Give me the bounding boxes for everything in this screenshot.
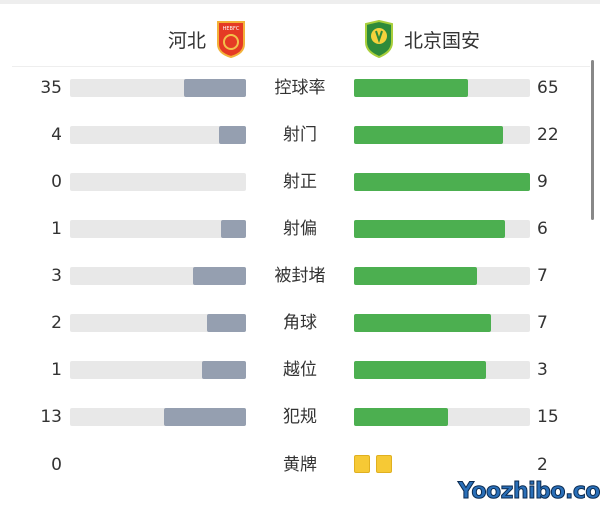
away-bar: [354, 314, 530, 332]
away-bar: [354, 126, 530, 144]
home-bar-fill: [164, 408, 246, 426]
home-value: 0: [51, 455, 62, 475]
watermark: Yoozhibo.com: [457, 479, 600, 505]
stat-label: 射正: [283, 172, 317, 192]
away-value: 9: [537, 172, 548, 192]
away-bar-fill: [354, 79, 469, 97]
home-bar: [70, 408, 246, 426]
stat-label: 角球: [283, 313, 317, 333]
away-value: 2: [537, 455, 548, 475]
stat-label: 被封堵: [274, 266, 326, 286]
away-team[interactable]: 北京国安: [364, 20, 480, 58]
away-bar: [354, 173, 530, 191]
stat-row: 35 控球率 65: [0, 78, 590, 98]
away-value: 6: [537, 219, 548, 239]
stat-row: 4 射门 22: [0, 125, 590, 145]
stat-label: 射门: [283, 125, 317, 145]
home-bar: [70, 126, 246, 144]
home-bar: [70, 173, 246, 191]
away-bar: [354, 267, 530, 285]
stat-label: 黄牌: [283, 455, 317, 475]
away-value: 7: [537, 313, 548, 333]
scrollbar[interactable]: [591, 60, 594, 220]
svg-text:HEBFC: HEBFC: [223, 26, 240, 32]
home-bar-fill: [220, 220, 246, 238]
stat-label: 控球率: [274, 78, 326, 98]
home-team-name: 河北: [168, 29, 207, 52]
teams-header: 河北 HEBFC 北京国安: [0, 8, 600, 64]
home-team[interactable]: 河北 HEBFC: [168, 20, 246, 58]
home-value: 4: [51, 125, 62, 145]
away-value: 22: [537, 125, 559, 145]
stat-row-yellow-cards: 0 黄牌 2: [0, 455, 590, 475]
home-value: 0: [51, 172, 62, 192]
home-bar: [70, 220, 246, 238]
yellow-card-icon: [376, 455, 392, 473]
yellow-card-icon: [354, 455, 370, 473]
home-bar: [70, 314, 246, 332]
away-yellow-cards: [354, 455, 392, 473]
hebei-logo-icon: HEBFC: [217, 21, 246, 58]
home-bar: [70, 267, 246, 285]
away-bar: [354, 79, 530, 97]
home-bar-fill: [202, 361, 246, 379]
away-team-name: 北京国安: [404, 29, 481, 52]
home-bar-fill: [193, 267, 246, 285]
home-value: 35: [40, 78, 62, 98]
home-value: 1: [51, 219, 62, 239]
top-border: [0, 0, 600, 4]
away-bar-fill: [354, 173, 530, 191]
home-bar-fill: [218, 126, 246, 144]
stat-row: 0 射正 9: [0, 172, 590, 192]
header-divider: [12, 66, 590, 67]
stat-row: 13 犯规 15: [0, 407, 590, 427]
stat-row: 1 越位 3: [0, 360, 590, 380]
home-bar-fill: [184, 79, 246, 97]
away-bar: [354, 408, 530, 426]
home-value: 13: [40, 407, 62, 427]
away-value: 65: [537, 78, 559, 98]
home-bar: [70, 361, 246, 379]
stat-row: 2 角球 7: [0, 313, 590, 333]
away-value: 7: [537, 266, 548, 286]
home-bar-fill: [206, 314, 246, 332]
away-bar-fill: [354, 361, 486, 379]
stat-row: 3 被封堵 7: [0, 266, 590, 286]
away-value: 3: [537, 360, 548, 380]
guoan-logo-icon: [365, 20, 393, 58]
away-bar-fill: [354, 126, 503, 144]
away-bar-fill: [354, 220, 505, 238]
stat-row: 1 射偏 6: [0, 219, 590, 239]
away-bar: [354, 220, 530, 238]
stat-label: 射偏: [283, 219, 317, 239]
away-value: 15: [537, 407, 559, 427]
away-bar-fill: [354, 267, 478, 285]
stat-label: 犯规: [283, 407, 317, 427]
stat-label: 越位: [283, 360, 317, 380]
away-bar-fill: [354, 408, 449, 426]
away-bar-fill: [354, 314, 491, 332]
home-value: 2: [51, 313, 62, 333]
home-bar: [70, 79, 246, 97]
home-value: 3: [51, 266, 62, 286]
home-value: 1: [51, 360, 62, 380]
away-bar: [354, 361, 530, 379]
